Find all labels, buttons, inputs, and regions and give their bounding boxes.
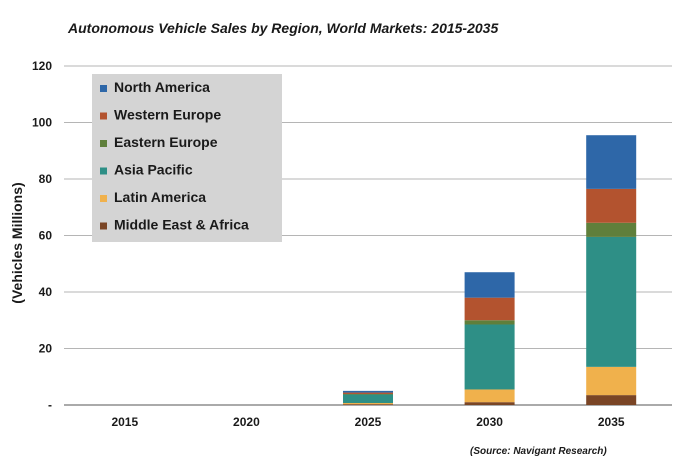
bar-segment [586,236,637,367]
grid [64,65,672,349]
legend-swatch [100,167,107,175]
bar-segment [343,394,393,404]
bar-segment [464,320,515,325]
y-tick-label: 60 [39,229,53,243]
legend-swatch [100,85,107,92]
y-tick-label: 100 [32,116,52,130]
x-tick-label: 2030 [476,415,503,429]
y-ticks: 120 100 80 60 40 20 - [32,59,52,412]
legend-label: Eastern Europe [114,134,218,150]
legend-label: Asia Pacific [114,162,193,178]
bar-segment [586,395,637,405]
x-tick-label: 2015 [111,415,138,429]
bar-segment [464,297,515,321]
y-tick-label: - [48,398,52,412]
bar-segment [586,366,637,396]
legend-swatch [100,140,107,147]
legend-swatch [100,195,107,202]
legend-label: Middle East & Africa [114,217,249,233]
x-tick-label: 2025 [355,415,382,429]
y-tick-label: 20 [39,342,53,356]
y-tick-label: 120 [32,59,52,73]
y-tick-label: 40 [39,285,53,299]
legend-label: Western Europe [114,107,221,123]
bar-segment [464,324,515,390]
legend-label: North America [114,79,210,95]
bar-segment [464,389,515,403]
bars [343,135,637,405]
bar-segment [464,402,515,405]
bar-segment [343,404,393,405]
bar-segment [343,403,393,405]
legend: North America Western Europe Eastern Europ… [92,74,282,242]
legend-swatch [100,112,107,120]
bar-segment [464,272,515,298]
bar-segment [343,393,393,395]
legend-background [92,74,282,242]
y-axis-label: (Vehicles Millions) [9,182,25,303]
legend-label: Latin America [114,189,206,205]
x-ticks: 2015 2020 2025 2030 2035 [111,415,624,429]
bar-segment [586,188,637,223]
legend-swatch [100,222,107,230]
source-note: (Source: Navigant Research) [470,446,607,457]
bar-segment [586,135,637,189]
x-tick-label: 2020 [233,415,260,429]
bar-segment [343,390,393,393]
y-tick-label: 80 [39,172,53,186]
bar-segment [343,392,393,394]
x-tick-label: 2035 [598,415,625,429]
chart-title: Autonomous Vehicle Sales by Region, Worl… [68,20,499,36]
bar-segment [586,222,637,237]
